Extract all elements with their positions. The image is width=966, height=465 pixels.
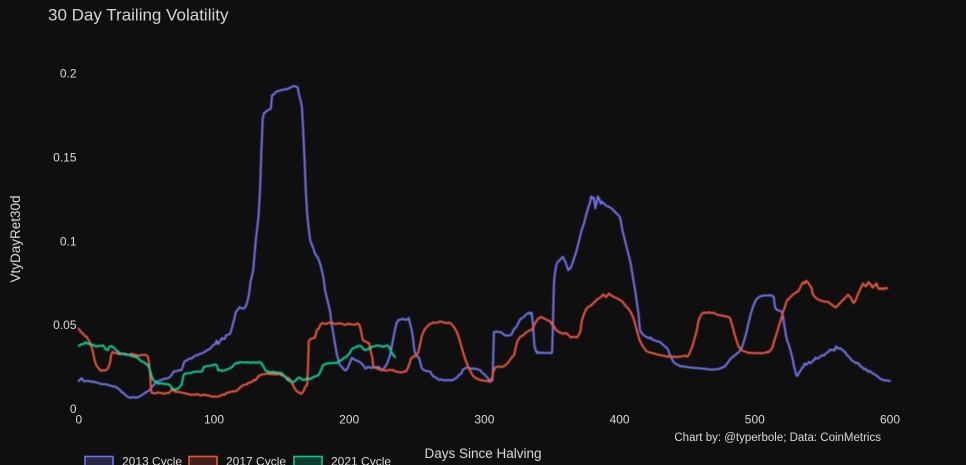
svg-text:600: 600	[880, 413, 900, 427]
svg-text:2013 Cycle: 2013 Cycle	[122, 455, 182, 465]
svg-text:0: 0	[70, 402, 77, 416]
svg-text:100: 100	[204, 413, 224, 427]
svg-text:400: 400	[610, 413, 630, 427]
svg-text:VtyDayRet30d: VtyDayRet30d	[8, 195, 23, 282]
svg-text:Days Since Halving: Days Since Halving	[424, 446, 541, 461]
svg-text:0.1: 0.1	[60, 234, 77, 248]
svg-text:2021 Cycle: 2021 Cycle	[331, 455, 391, 465]
svg-text:500: 500	[745, 413, 765, 427]
svg-text:0.15: 0.15	[53, 150, 77, 164]
svg-text:0.2: 0.2	[60, 67, 77, 81]
svg-text:2017 Cycle: 2017 Cycle	[226, 455, 286, 465]
svg-text:300: 300	[474, 413, 494, 427]
svg-text:0.05: 0.05	[53, 318, 77, 332]
svg-text:Chart by: @typerbole; Data: Co: Chart by: @typerbole; Data: CoinMetrics	[674, 432, 881, 444]
svg-text:200: 200	[339, 413, 359, 427]
svg-text:0: 0	[75, 413, 82, 427]
svg-text:30 Day Trailing Volatility: 30 Day Trailing Volatility	[48, 6, 229, 25]
